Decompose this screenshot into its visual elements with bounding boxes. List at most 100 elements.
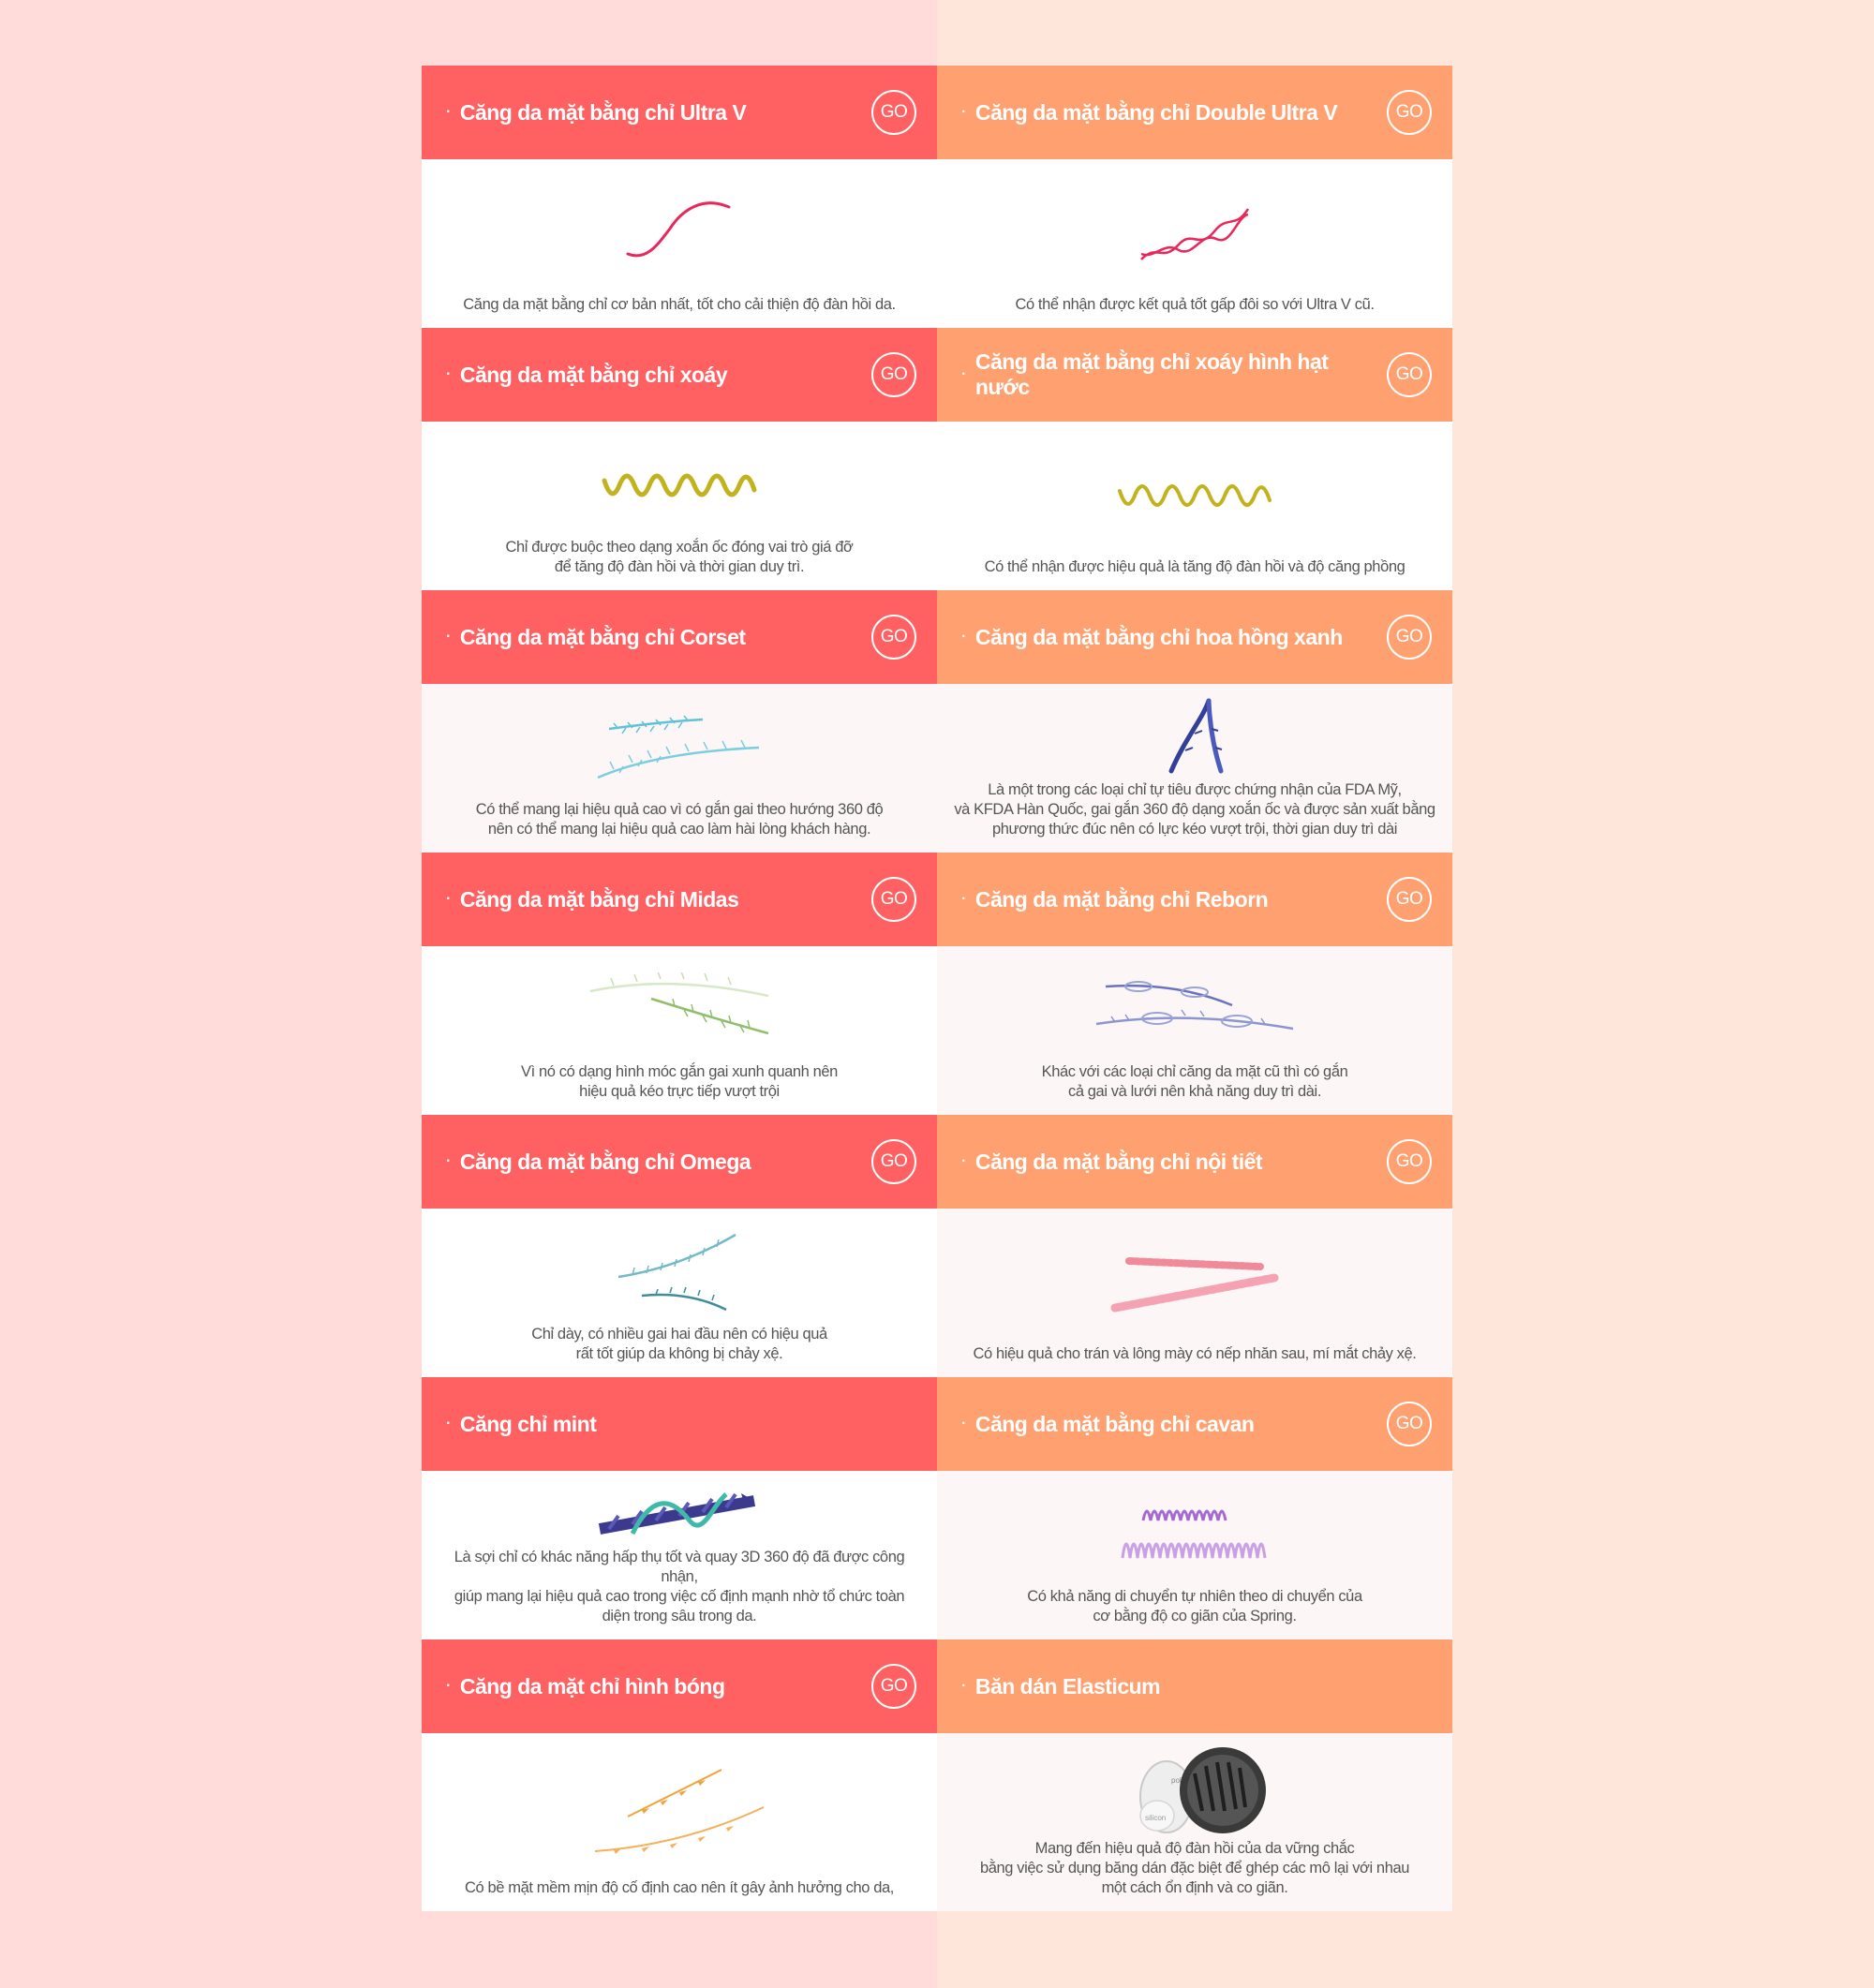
card-description: Khác với các loại chỉ căng da mặt cũ thì…	[1041, 1063, 1348, 1100]
go-button[interactable]: GO	[1387, 1402, 1432, 1446]
card-header: · Căng chỉ mint	[422, 1377, 937, 1471]
bullet: ·	[446, 629, 451, 645]
card-body: Căng da mặt bằng chỉ cơ bản nhất, tốt ch…	[422, 159, 937, 328]
card-body: Là sợi chỉ có khác năng hấp thụ tốt và q…	[422, 1471, 937, 1639]
card-title: · Căng da mặt bằng chỉ Double Ultra V	[961, 99, 1338, 126]
card-header: · Căng da mặt bằng chỉ Double Ultra V GO	[937, 66, 1452, 159]
card-description: Vì nó có dạng hình móc gắn gai xunh quan…	[521, 1063, 838, 1100]
go-button[interactable]: GO	[1387, 352, 1432, 397]
bullet: ·	[446, 1416, 451, 1432]
droplet-spiral-thread-illustration	[950, 433, 1439, 557]
bullet: ·	[446, 104, 451, 120]
card-title: · Căng da mặt bằng chỉ cavan	[961, 1412, 1255, 1437]
card-description: Có khả năng di chuyển tự nhiên theo di c…	[1027, 1588, 1362, 1625]
thread-lift-grid: · Căng da mặt bằng chỉ Ultra V GO Căng da…	[422, 66, 1452, 1911]
bullet: ·	[961, 366, 966, 382]
card-body: Chỉ được buộc theo dạng xoắn ốc đóng vai…	[422, 422, 937, 590]
card-title: · Căng da mặt bằng chỉ nội tiết	[961, 1149, 1263, 1175]
card-omega: · Căng da mặt bằng chỉ Omega GO Chỉ dày, …	[422, 1115, 937, 1377]
go-button[interactable]: GO	[1387, 1139, 1432, 1184]
card-description: Có bề mặt mềm mịn độ cố định cao nên ít …	[465, 1879, 894, 1896]
card-title: · Căng da mặt bằng chỉ Midas	[446, 886, 739, 912]
card-title: · Căng da mặt bằng chỉ Reborn	[961, 886, 1269, 912]
card-body: Có thể nhận được kết quả tốt gấp đôi so …	[937, 159, 1452, 328]
card-header: · Căng da mặt bằng chỉ Midas GO	[422, 853, 937, 946]
card-droplet-spiral-thread: · Căng da mặt bằng chỉ xoáy hình hạt nước…	[937, 328, 1452, 590]
bullet: ·	[961, 104, 966, 120]
card-body: Là một trong các loại chỉ tự tiêu được c…	[937, 684, 1452, 853]
card-description: Căng da mặt bằng chỉ cơ bản nhất, tốt ch…	[463, 296, 896, 313]
go-button[interactable]: GO	[871, 1664, 916, 1709]
go-button[interactable]: GO	[871, 615, 916, 660]
card-title-text: Căng da mặt chỉ hình bóng	[459, 1673, 725, 1699]
card-title-text: Căng da mặt bằng chỉ Corset	[459, 624, 746, 649]
card-description: Là một trong các loại chỉ tự tiêu được c…	[954, 781, 1435, 838]
card-body: polyester silicon Mang đến hiệu quả độ đ…	[937, 1733, 1452, 1911]
go-button[interactable]: GO	[871, 877, 916, 922]
card-body: Có khả năng di chuyển tự nhiên theo di c…	[937, 1471, 1452, 1639]
bullet: ·	[961, 1153, 966, 1169]
card-corset: · Căng da mặt bằng chỉ Corset GO Có thể m…	[422, 590, 937, 853]
cavan-thread-illustration	[950, 1482, 1439, 1587]
reborn-thread-illustration	[950, 957, 1439, 1062]
card-endocrine: · Căng da mặt bằng chỉ nội tiết GO Có hiệ…	[937, 1115, 1452, 1377]
card-header: · Căng da mặt chỉ hình bóng GO	[422, 1639, 937, 1733]
go-button[interactable]: GO	[1387, 615, 1432, 660]
spiral-thread-illustration	[435, 433, 924, 538]
card-title-text: Căng da mặt bằng chỉ xoáy hình hạt nước	[974, 349, 1329, 399]
go-button[interactable]: GO	[871, 1139, 916, 1184]
card-header: · Căng da mặt bằng chỉ Ultra V GO	[422, 66, 937, 159]
card-description: Có thể nhận được hiệu quả là tăng độ đàn…	[984, 558, 1406, 575]
card-cavan: · Căng da mặt bằng chỉ cavan GO Có khả nă…	[937, 1377, 1452, 1639]
card-reborn: · Căng da mặt bằng chỉ Reborn GO Khác với…	[937, 853, 1452, 1115]
double-ultra-v-thread-illustration	[950, 171, 1439, 295]
bullet: ·	[446, 891, 451, 907]
card-description: Mang đến hiệu quả độ đàn hồi của da vững…	[979, 1840, 1410, 1896]
corset-thread-illustration	[435, 695, 924, 800]
card-body: Chỉ dày, có nhiều gai hai đầu nên có hiệ…	[422, 1209, 937, 1377]
card-body: Có thể nhận được hiệu quả là tăng độ đàn…	[937, 422, 1452, 590]
card-title-text: Băn dán Elasticum	[974, 1673, 1161, 1699]
bullet: ·	[446, 1153, 451, 1169]
blue-rose-thread-illustration	[950, 695, 1439, 780]
card-mint: · Căng chỉ mint Là sợi chỉ có khác năng h…	[422, 1377, 937, 1639]
card-title-text: Căng da mặt bằng chỉ Reborn	[974, 886, 1269, 912]
card-body: Có bề mặt mềm mịn độ cố định cao nên ít …	[422, 1733, 937, 1911]
card-title: · Căng da mặt bằng chỉ Ultra V	[446, 99, 747, 126]
card-title-text: Căng da mặt bằng chỉ Omega	[459, 1149, 751, 1174]
card-title-text: Căng da mặt bằng chỉ Double Ultra V	[974, 99, 1338, 125]
card-header: · Căng da mặt bằng chỉ cavan GO	[937, 1377, 1452, 1471]
ultra-v-thread-illustration	[435, 171, 924, 295]
card-title: · Căng da mặt bằng chỉ xoáy hình hạt nước	[961, 349, 1387, 400]
mint-thread-illustration	[435, 1482, 924, 1548]
card-title-text: Căng da mặt bằng chỉ hoa hồng xanh	[974, 624, 1343, 649]
card-blue-rose: · Căng da mặt bằng chỉ hoa hồng xanh GO L…	[937, 590, 1452, 853]
go-button[interactable]: GO	[1387, 90, 1432, 135]
card-silhouette: · Căng da mặt chỉ hình bóng GO Có bề mặt …	[422, 1639, 937, 1911]
card-header: · Băn dán Elasticum	[937, 1639, 1452, 1733]
card-title: · Căng da mặt bằng chỉ xoáy	[446, 362, 728, 388]
card-header: · Căng da mặt bằng chỉ Omega GO	[422, 1115, 937, 1209]
silhouette-thread-illustration	[435, 1744, 924, 1878]
bullet: ·	[961, 1678, 966, 1694]
card-header: · Căng da mặt bằng chỉ hoa hồng xanh GO	[937, 590, 1452, 684]
card-ultra-v: · Căng da mặt bằng chỉ Ultra V GO Căng da…	[422, 66, 937, 328]
go-button[interactable]: GO	[1387, 877, 1432, 922]
go-button[interactable]: GO	[871, 352, 916, 397]
card-title-text: Căng da mặt bằng chỉ Midas	[459, 886, 739, 912]
card-double-ultra-v: · Căng da mặt bằng chỉ Double Ultra V GO …	[937, 66, 1452, 328]
go-button[interactable]: GO	[871, 90, 916, 135]
card-title: · Băn dán Elasticum	[961, 1673, 1161, 1699]
card-title-text: Căng da mặt bằng chỉ nội tiết	[974, 1149, 1263, 1174]
elasticum-tape-illustration: polyester silicon	[950, 1744, 1439, 1839]
bullet: ·	[961, 891, 966, 907]
card-body: Vì nó có dạng hình móc gắn gai xunh quan…	[422, 946, 937, 1115]
card-title-text: Căng da mặt bằng chỉ Ultra V	[459, 99, 747, 125]
card-title: · Căng da mặt bằng chỉ Corset	[446, 625, 746, 650]
card-description: Chỉ được buộc theo dạng xoắn ốc đóng vai…	[505, 539, 854, 575]
card-description: Có hiệu quả cho trán và lông mày có nếp …	[973, 1345, 1417, 1362]
card-body: Có hiệu quả cho trán và lông mày có nếp …	[937, 1209, 1452, 1377]
card-title-text: Căng da mặt bằng chỉ xoáy	[459, 362, 728, 387]
card-title-text: Căng chỉ mint	[459, 1411, 597, 1436]
card-header: · Căng da mặt bằng chỉ xoáy GO	[422, 328, 937, 422]
